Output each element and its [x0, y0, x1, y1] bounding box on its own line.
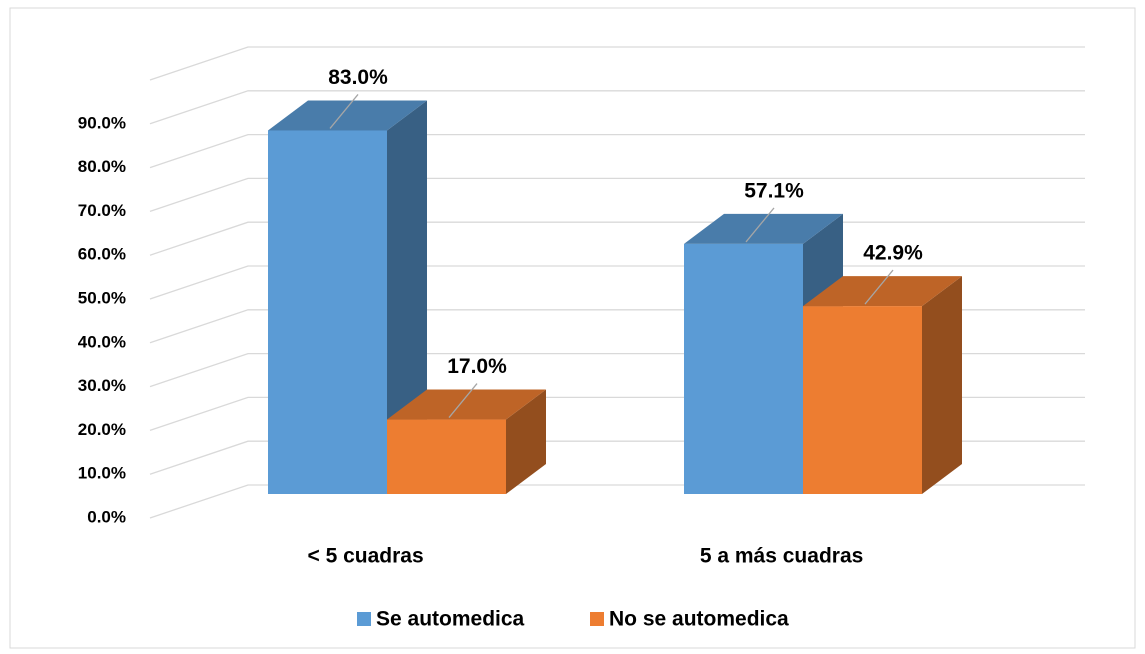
y-tick-label: 20.0%: [78, 420, 126, 439]
grid-line: [149, 46, 1085, 81]
bar: [268, 130, 387, 494]
data-label: 57.1%: [744, 179, 804, 202]
bar-top: [803, 276, 962, 307]
leader-line: [329, 94, 359, 129]
bar-top: [387, 389, 546, 420]
grid-line: [149, 133, 1085, 169]
legend-label: No se automedica: [609, 608, 789, 631]
legend-label: Se automedica: [376, 608, 525, 631]
y-tick-label: 90.0%: [78, 113, 126, 132]
y-tick-label: 30.0%: [78, 376, 126, 395]
y-tick-label: 80.0%: [78, 157, 126, 176]
grid-line: [149, 90, 1085, 125]
data-label: 17.0%: [447, 355, 507, 378]
bar-top: [268, 100, 427, 131]
bar-side: [922, 276, 962, 494]
y-tick-label: 50.0%: [78, 288, 126, 307]
leader-line: [448, 383, 478, 418]
bar-side: [506, 389, 546, 494]
bar-side: [387, 100, 427, 495]
bar: [803, 306, 922, 494]
legend-swatch: [357, 612, 371, 626]
data-label: 42.9%: [863, 242, 923, 265]
y-tick-label: 10.0%: [78, 464, 126, 483]
y-tick-label: 40.0%: [78, 332, 126, 351]
legend-swatch: [590, 612, 604, 626]
y-tick-label: 70.0%: [78, 201, 126, 220]
data-label: 83.0%: [328, 66, 388, 89]
grid-line: [149, 177, 1085, 213]
chart-border: [9, 7, 1136, 649]
y-tick-label: 0.0%: [87, 507, 126, 526]
y-tick-label: 60.0%: [78, 245, 126, 264]
bar-top: [684, 213, 843, 244]
x-tick-label: < 5 cuadras: [308, 545, 424, 568]
leader-line: [745, 207, 775, 243]
leader-line: [864, 269, 894, 305]
bar: [684, 243, 803, 494]
x-tick-label: 5 a más cuadras: [700, 545, 863, 568]
bar: [387, 419, 506, 494]
